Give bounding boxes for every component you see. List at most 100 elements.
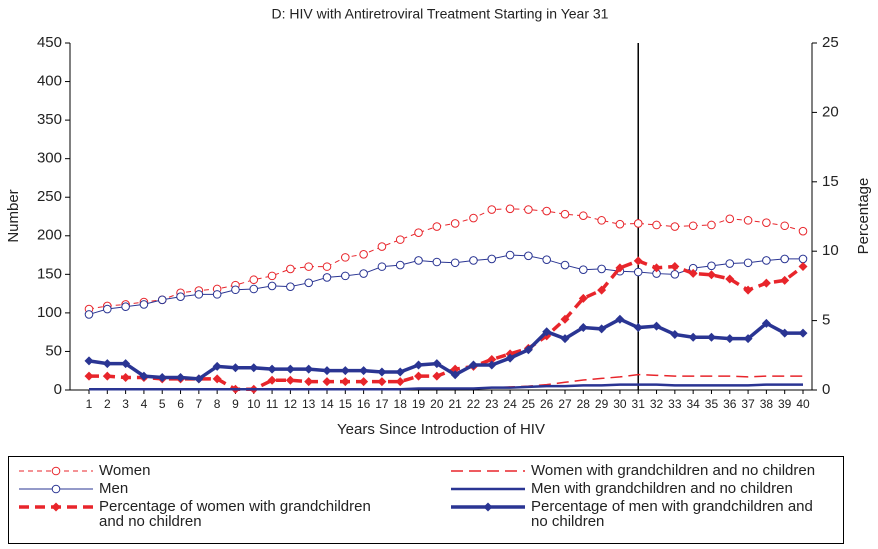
point	[432, 371, 442, 381]
x-tick-label: 17	[375, 397, 389, 411]
legend-label: Men with grandchildren and no children	[531, 480, 793, 497]
point	[725, 259, 735, 268]
y-tick-label: 300	[37, 150, 62, 167]
point	[523, 345, 533, 355]
point	[212, 374, 222, 384]
point	[121, 302, 130, 312]
point	[578, 293, 588, 303]
point	[706, 332, 716, 342]
point	[468, 360, 478, 370]
x-tick-label: 26	[540, 397, 554, 411]
point	[432, 222, 442, 231]
x-tick-label: 3	[122, 397, 129, 411]
point	[359, 366, 369, 376]
point	[121, 359, 131, 369]
x-tick-label: 9	[232, 397, 239, 411]
legend-swatch	[451, 470, 525, 472]
point	[597, 324, 607, 334]
y-tick-label: 50	[45, 342, 62, 359]
point	[579, 265, 588, 275]
point	[505, 353, 515, 363]
point	[84, 356, 94, 366]
x-tick-label: 25	[522, 397, 536, 411]
x-tick-label: 39	[778, 397, 792, 411]
point	[670, 222, 680, 231]
point	[84, 371, 94, 381]
point	[725, 274, 735, 284]
x-tick-label: 27	[558, 397, 572, 411]
y2-tick-label: 20	[822, 103, 839, 120]
point	[359, 377, 369, 387]
point	[615, 263, 625, 273]
point	[304, 278, 313, 288]
point	[743, 334, 753, 344]
point	[469, 256, 478, 265]
point	[780, 221, 789, 231]
point	[670, 261, 680, 271]
point	[505, 250, 515, 260]
x-tick-label: 11	[266, 397, 279, 411]
point	[414, 360, 424, 370]
x-tick-label: 7	[196, 397, 203, 411]
point	[560, 314, 570, 324]
point	[706, 270, 716, 280]
point	[286, 264, 295, 274]
point	[707, 220, 716, 230]
point	[194, 290, 204, 299]
point	[688, 221, 698, 231]
y-tick-label: 450	[37, 34, 62, 51]
point	[560, 209, 570, 219]
point	[377, 242, 387, 251]
point	[542, 327, 552, 337]
point	[652, 220, 661, 230]
point	[688, 332, 698, 342]
point	[322, 366, 332, 376]
point	[633, 267, 643, 277]
point	[487, 360, 497, 370]
y-tick-label: 200	[37, 227, 62, 244]
y2-tick-label: 15	[822, 173, 839, 190]
point	[341, 271, 350, 281]
point	[542, 255, 551, 264]
x-tick-label: 40	[796, 397, 810, 411]
legend-swatch	[19, 502, 93, 512]
point	[340, 366, 350, 376]
legend-item: Percentage of men with grandchildren and…	[449, 499, 829, 529]
point	[670, 329, 680, 339]
x-tick-label: 24	[503, 397, 517, 411]
point	[798, 328, 808, 338]
point	[377, 367, 387, 377]
point	[322, 273, 332, 282]
point	[176, 373, 186, 383]
point	[267, 271, 277, 281]
point	[633, 219, 643, 228]
x-tick-label: 36	[723, 397, 737, 411]
series-line	[89, 259, 805, 392]
series-line	[88, 208, 804, 310]
x-tick-label: 32	[650, 397, 664, 411]
point	[249, 284, 259, 294]
point	[560, 334, 570, 344]
point	[395, 367, 405, 377]
point	[176, 292, 185, 301]
point	[304, 262, 313, 271]
point	[579, 211, 588, 221]
x-tick-label: 22	[467, 397, 481, 411]
x-tick-label: 5	[159, 397, 166, 411]
x-tick-label: 2	[104, 397, 111, 411]
point	[359, 269, 368, 278]
x-axis-label: Years Since Introduction of HIV	[337, 421, 545, 438]
legend-item: Men	[17, 481, 397, 496]
legend-swatch	[451, 502, 525, 512]
point	[798, 254, 808, 264]
point	[578, 323, 588, 333]
point	[395, 377, 405, 387]
y2-axis-label: Percentage	[855, 178, 872, 255]
x-tick-label: 4	[141, 397, 148, 411]
point	[761, 278, 771, 288]
legend-swatch	[19, 466, 93, 476]
point	[432, 359, 442, 369]
x-tick-label: 29	[595, 397, 609, 411]
x-tick-label: 35	[705, 397, 719, 411]
